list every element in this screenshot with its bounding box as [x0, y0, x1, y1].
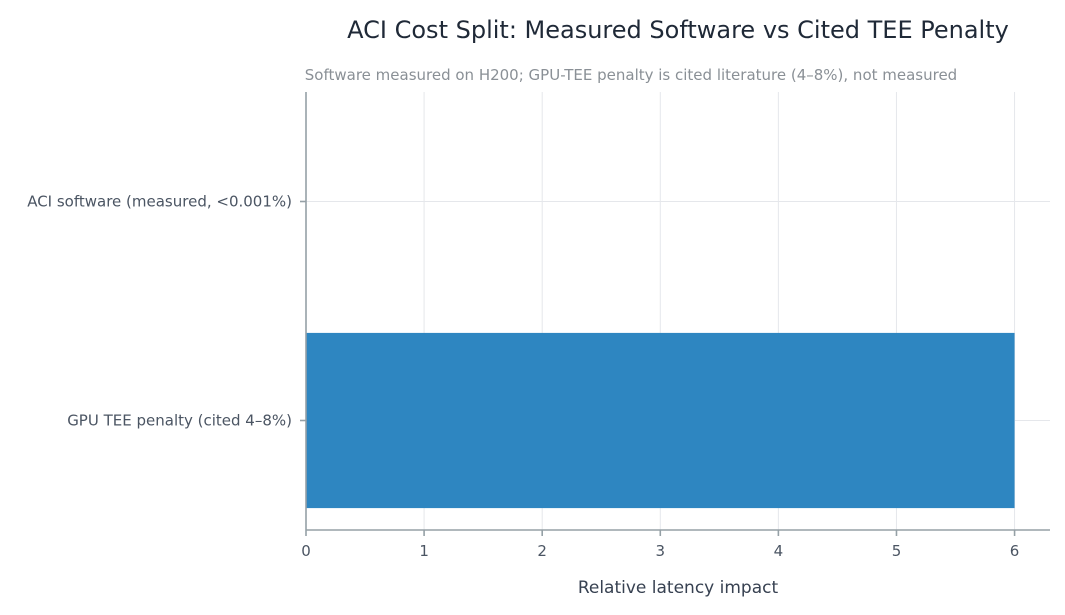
y-tick-label: ACI software (measured, <0.001%) — [27, 193, 292, 211]
chart-title: ACI Cost Split: Measured Software vs Cit… — [347, 16, 1009, 44]
x-tick-label: 5 — [892, 542, 902, 560]
x-tick-label: 3 — [656, 542, 666, 560]
x-tick-label: 6 — [1010, 542, 1020, 560]
axes — [300, 92, 1050, 536]
chart-subtitle: Software measured on H200; GPU-TEE penal… — [305, 66, 957, 84]
x-tick-label: 2 — [537, 542, 547, 560]
tick-labels: 0 1 2 3 4 5 6 ACI software (measured, <0.001%) G… — [27, 193, 1019, 561]
x-tick-label: 4 — [774, 542, 784, 560]
x-tick-label: 0 — [301, 542, 311, 560]
y-tick-label: GPU TEE penalty (cited 4–8%) — [67, 412, 292, 430]
x-tick-label: 1 — [419, 542, 429, 560]
bar — [306, 332, 1015, 509]
bars — [306, 113, 1015, 509]
x-axis-label: Relative latency impact — [578, 578, 779, 598]
